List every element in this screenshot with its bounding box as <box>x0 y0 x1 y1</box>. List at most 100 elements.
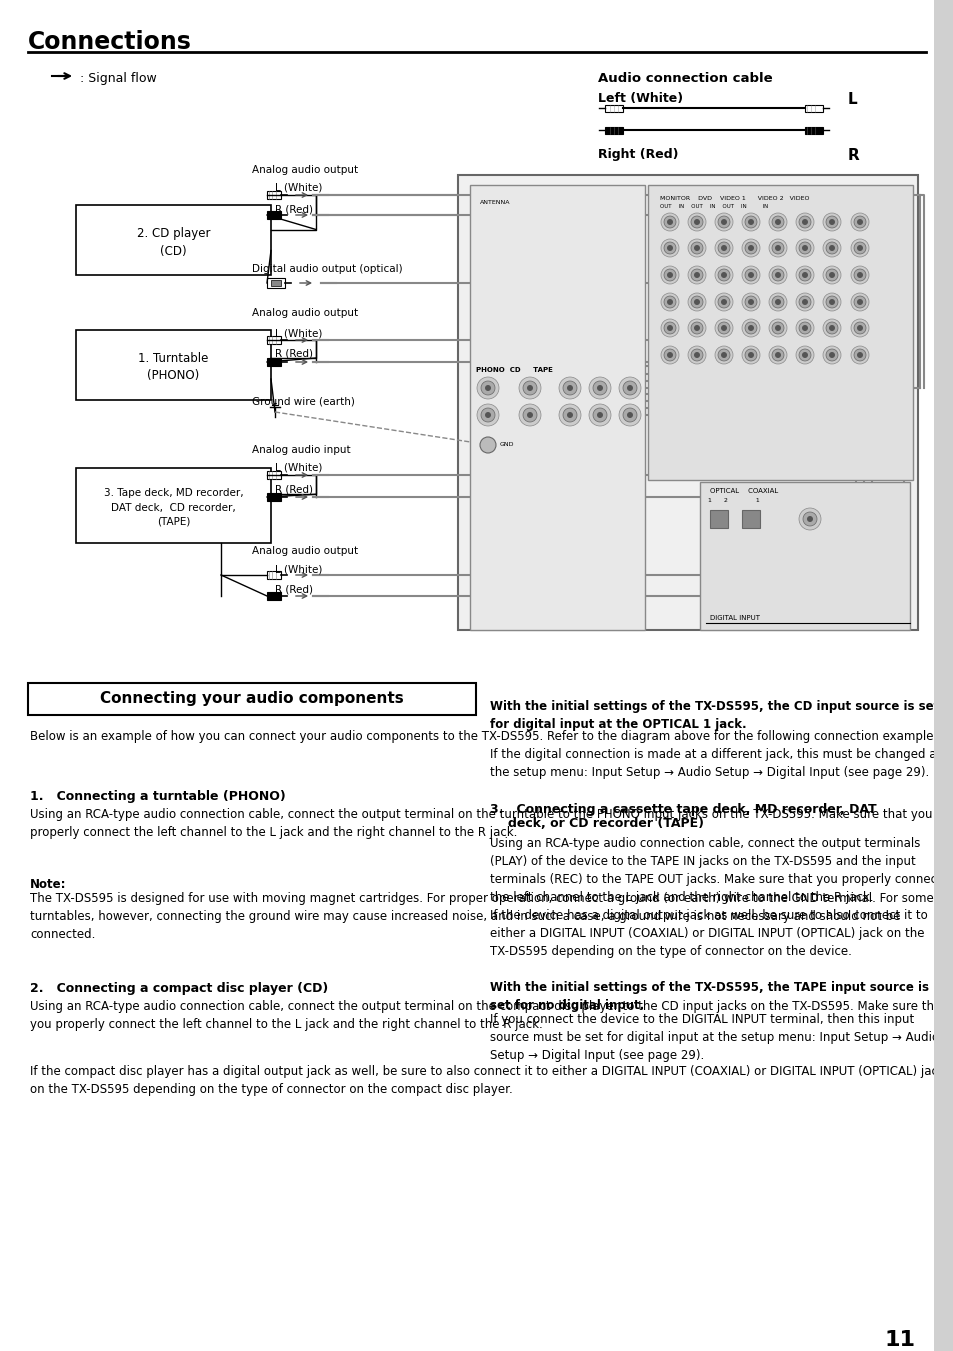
Text: Analog audio input: Analog audio input <box>252 444 351 455</box>
Circle shape <box>687 319 705 336</box>
Bar <box>933 0 953 1351</box>
Circle shape <box>795 293 813 311</box>
Text: : Signal flow: : Signal flow <box>80 72 156 85</box>
Circle shape <box>795 239 813 257</box>
Text: ANTENNA: ANTENNA <box>479 200 510 205</box>
Text: R (Red): R (Red) <box>274 204 313 213</box>
Bar <box>470 185 644 630</box>
Circle shape <box>856 219 862 226</box>
Circle shape <box>774 353 781 358</box>
Text: L (White): L (White) <box>274 563 322 574</box>
Text: L (White): L (White) <box>274 463 322 473</box>
Circle shape <box>825 296 837 308</box>
Circle shape <box>714 266 732 284</box>
Circle shape <box>690 269 702 281</box>
Circle shape <box>693 353 700 358</box>
Circle shape <box>693 219 700 226</box>
Circle shape <box>622 408 637 422</box>
Circle shape <box>795 213 813 231</box>
Circle shape <box>771 296 783 308</box>
Bar <box>604 104 622 112</box>
Circle shape <box>825 242 837 254</box>
Circle shape <box>850 346 868 363</box>
Circle shape <box>720 272 726 278</box>
Circle shape <box>690 322 702 334</box>
Circle shape <box>768 319 786 336</box>
Circle shape <box>663 216 676 228</box>
Circle shape <box>822 266 841 284</box>
Circle shape <box>771 349 783 361</box>
Circle shape <box>774 272 781 278</box>
Circle shape <box>558 404 580 426</box>
Circle shape <box>774 245 781 251</box>
Circle shape <box>663 269 676 281</box>
Text: PHONO  CD     TAPE: PHONO CD TAPE <box>476 367 553 373</box>
Text: 2.   Connecting a compact disc player (CD): 2. Connecting a compact disc player (CD) <box>30 982 328 994</box>
Circle shape <box>850 239 868 257</box>
Text: Analog audio output: Analog audio output <box>252 546 357 557</box>
Circle shape <box>825 269 837 281</box>
Circle shape <box>690 242 702 254</box>
Circle shape <box>687 239 705 257</box>
Text: Analog audio output: Analog audio output <box>252 165 357 176</box>
Circle shape <box>597 385 602 390</box>
Bar <box>804 127 822 134</box>
Circle shape <box>714 319 732 336</box>
Circle shape <box>660 239 679 257</box>
Circle shape <box>822 293 841 311</box>
Circle shape <box>853 269 865 281</box>
Text: 3.   Connecting a cassette tape deck, MD recorder, DAT: 3. Connecting a cassette tape deck, MD r… <box>490 802 876 816</box>
Circle shape <box>714 213 732 231</box>
Text: OPTICAL    COAXIAL: OPTICAL COAXIAL <box>709 488 778 494</box>
Bar <box>267 592 281 600</box>
Circle shape <box>768 266 786 284</box>
Circle shape <box>822 346 841 363</box>
Circle shape <box>718 349 729 361</box>
Text: Right (Red): Right (Red) <box>598 149 678 161</box>
Circle shape <box>660 293 679 311</box>
Circle shape <box>774 219 781 226</box>
Circle shape <box>825 349 837 361</box>
Circle shape <box>744 322 757 334</box>
Circle shape <box>806 516 812 521</box>
Circle shape <box>522 381 537 394</box>
Bar <box>76 205 271 276</box>
Circle shape <box>853 242 865 254</box>
Circle shape <box>853 296 865 308</box>
Text: Connections: Connections <box>28 30 192 54</box>
Circle shape <box>714 293 732 311</box>
Circle shape <box>618 377 640 399</box>
Bar <box>267 571 281 580</box>
Text: With the initial settings of the TX-DS595, the CD input source is set for digita: With the initial settings of the TX-DS59… <box>490 700 939 731</box>
Circle shape <box>828 299 834 305</box>
Circle shape <box>714 239 732 257</box>
Bar <box>604 127 622 134</box>
Circle shape <box>744 349 757 361</box>
Circle shape <box>795 346 813 363</box>
Circle shape <box>690 349 702 361</box>
Circle shape <box>562 408 577 422</box>
Circle shape <box>660 346 679 363</box>
Bar <box>804 104 822 112</box>
Circle shape <box>593 408 606 422</box>
Text: Audio connection cable: Audio connection cable <box>598 72 772 85</box>
Text: Connecting your audio components: Connecting your audio components <box>100 692 403 707</box>
Circle shape <box>663 242 676 254</box>
Circle shape <box>741 346 760 363</box>
Circle shape <box>747 326 753 331</box>
Circle shape <box>714 346 732 363</box>
Text: OUT    IN    OUT    IN    OUT    IN         IN: OUT IN OUT IN OUT IN IN <box>659 204 767 209</box>
Circle shape <box>771 322 783 334</box>
Circle shape <box>687 213 705 231</box>
Text: Using an RCA-type audio connection cable, connect the output terminals (PLAY) of: Using an RCA-type audio connection cable… <box>490 838 941 904</box>
Circle shape <box>663 322 676 334</box>
Text: With the initial settings of the TX-DS595, the TAPE input source is set for no d: With the initial settings of the TX-DS59… <box>490 981 928 1012</box>
Text: If the digital connection is made at a different jack, this must be changed at t: If the digital connection is made at a d… <box>490 748 941 780</box>
Bar <box>76 467 271 543</box>
Bar <box>267 471 281 480</box>
Circle shape <box>741 266 760 284</box>
Circle shape <box>741 293 760 311</box>
Circle shape <box>660 319 679 336</box>
Circle shape <box>566 385 573 390</box>
Text: DIGITAL INPUT: DIGITAL INPUT <box>709 615 760 621</box>
